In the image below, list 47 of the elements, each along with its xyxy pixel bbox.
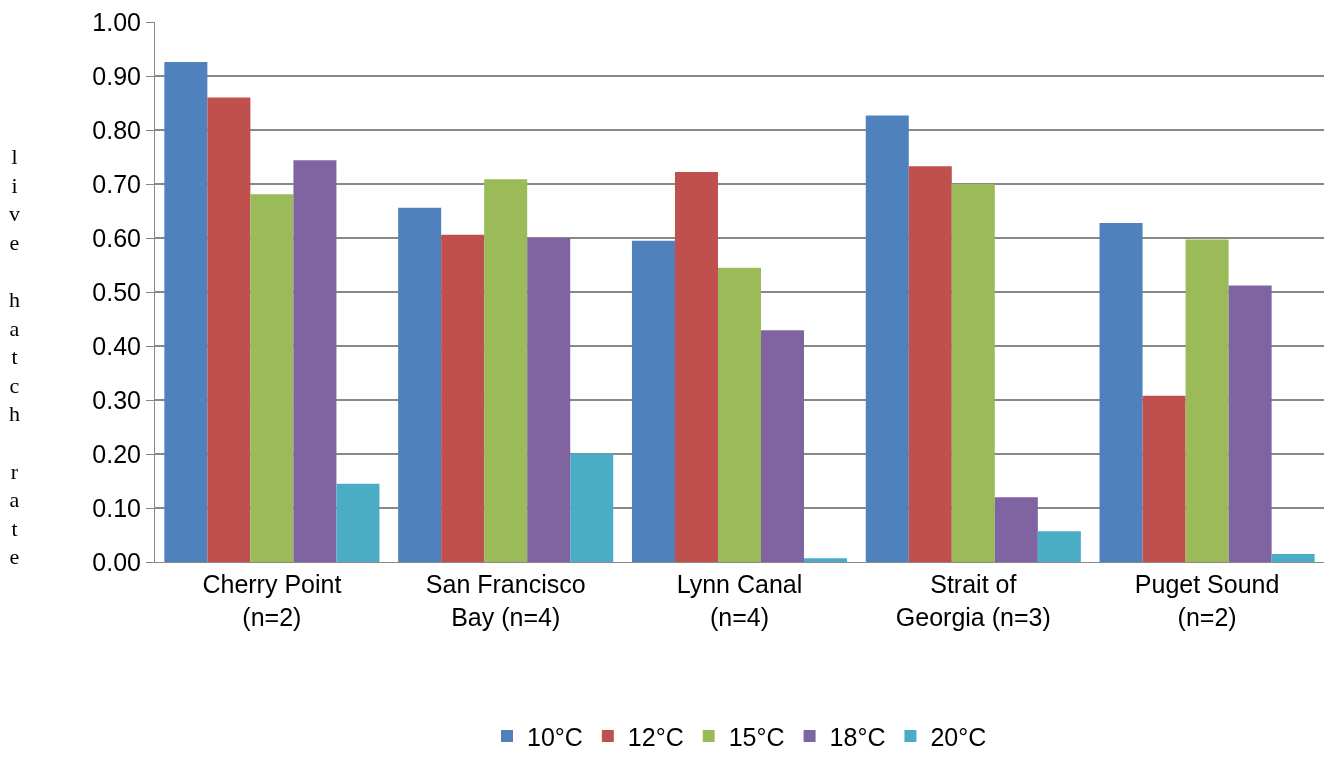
legend-label: 10°C bbox=[527, 722, 583, 751]
bar bbox=[207, 97, 251, 562]
bar bbox=[1099, 222, 1143, 562]
y-tick-label: 0.60 bbox=[92, 223, 141, 252]
y-tick-label: 1.00 bbox=[92, 7, 141, 36]
bar bbox=[527, 238, 571, 562]
x-tick-label: Cherry Point (n=2) bbox=[202, 570, 342, 631]
y-tick-label: 0.70 bbox=[92, 169, 141, 198]
bar bbox=[1185, 239, 1229, 562]
bar bbox=[865, 115, 909, 562]
y-tick-label: 0.40 bbox=[92, 331, 141, 360]
y-tick-label: 0.20 bbox=[92, 439, 141, 468]
text: live hatch rate bbox=[9, 144, 20, 570]
y-tick-label: 0.50 bbox=[92, 277, 141, 306]
bar bbox=[250, 194, 294, 562]
bar bbox=[1228, 285, 1272, 562]
bar bbox=[908, 166, 952, 562]
bar bbox=[164, 61, 208, 562]
bar bbox=[804, 558, 848, 562]
legend-label: 15°C bbox=[728, 722, 785, 751]
bar bbox=[484, 179, 528, 562]
bar bbox=[1271, 553, 1315, 562]
bar bbox=[717, 267, 762, 562]
bar bbox=[674, 172, 718, 562]
legend-label: 20°C bbox=[930, 722, 987, 751]
legend-label: 12°C bbox=[627, 722, 684, 751]
bar bbox=[1142, 395, 1186, 562]
bar bbox=[994, 497, 1038, 562]
y-tick-label: 0.80 bbox=[92, 115, 141, 144]
bar bbox=[951, 184, 995, 562]
bar bbox=[336, 483, 380, 562]
bar bbox=[293, 160, 337, 562]
bar bbox=[570, 453, 614, 562]
x-tick-label: San Francisco Bay (n=4) bbox=[425, 570, 586, 631]
bar bbox=[761, 330, 805, 562]
bar bbox=[441, 234, 485, 562]
y-tick-label: 0.90 bbox=[92, 61, 141, 90]
x-tick-label: Puget Sound (n=2) bbox=[1134, 570, 1280, 631]
x-tick-label: Strait of Georgia (n=3) bbox=[895, 570, 1051, 631]
y-tick-label: 0.30 bbox=[92, 385, 141, 414]
x-tick-label: Lynn Canal (n=4) bbox=[676, 570, 803, 631]
legend-label: 18°C bbox=[829, 722, 886, 751]
bar bbox=[398, 207, 442, 562]
bar bbox=[1037, 531, 1081, 562]
bar bbox=[631, 240, 675, 562]
y-tick-label: 0.00 bbox=[92, 547, 141, 576]
y-tick-label: 0.10 bbox=[92, 493, 141, 522]
